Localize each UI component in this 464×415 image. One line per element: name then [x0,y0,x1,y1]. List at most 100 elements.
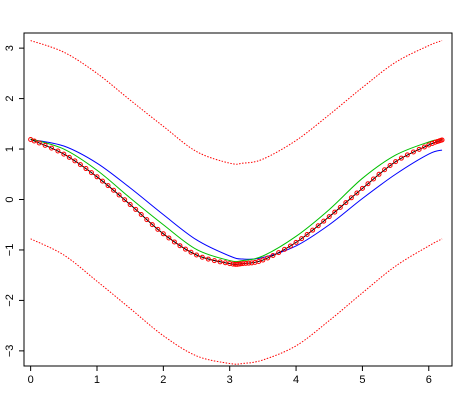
series-4-point [88,170,94,176]
series-4-point [227,261,233,267]
x-axis: 0 1 2 3 4 5 6 [28,366,432,386]
series-4-point [439,137,445,143]
series-4-point [315,223,321,229]
series-4-point [127,202,133,208]
x-tick-label: 4 [293,374,299,386]
series-4-point [370,176,376,182]
series-4-point [144,217,150,223]
series-4-point [55,148,61,154]
series-4-point [393,159,399,165]
series-4-point [429,140,435,146]
series-4-point [343,200,349,206]
x-tick-label: 5 [359,374,365,386]
series-4-point [222,260,228,266]
curves-layer [28,40,445,365]
series-4-point [155,226,161,232]
series-4-point [36,140,42,146]
series-4-point [365,181,371,187]
y-tick-label: 1 [4,146,16,152]
series-4-point [166,235,172,241]
series-4-point [332,209,338,215]
series-4-point [287,243,293,249]
series-4-point [387,163,393,169]
series-4-point [260,257,266,263]
series-4-point [276,250,282,256]
series-4-point [199,254,205,260]
series-4-point [116,192,122,198]
series-4-point [188,249,194,255]
y-tick-label: −2 [4,294,16,307]
series-4-point [133,206,139,212]
series-4-point [376,171,382,177]
series-4-point [77,162,83,168]
series-4-point [348,195,354,201]
x-tick-label: 6 [426,374,432,386]
series-4-point [171,239,177,245]
series-4-point [49,145,55,151]
series-4-point [299,236,305,242]
series-4-point [304,232,310,237]
series-4-point [61,151,67,157]
series-4-point [122,197,128,203]
series-4-point [398,155,404,161]
series-4-point [293,239,299,245]
series-4-point [83,166,89,172]
series-4-point [243,260,249,266]
series-1-line [30,138,443,260]
series-4-point [246,260,252,266]
y-tick-label: −1 [4,244,16,257]
series-4-point [265,255,271,261]
series-4-point [282,246,288,252]
series-4-point [432,139,438,145]
series-4-point [217,259,223,265]
series-4-point [326,214,332,220]
series-4-point [138,211,144,217]
y-tick-label: 3 [4,45,16,51]
series-4-point [211,258,217,264]
series-4-point [410,149,416,155]
series-4-point [42,142,48,148]
series-4-point [310,227,316,233]
series-6-line [30,238,443,365]
series-4-point [100,178,106,184]
series-4-point [182,246,188,252]
series-4-point [194,252,200,258]
series-4-point [149,222,155,228]
y-tick-label: −3 [4,345,16,358]
series-4-point [105,183,111,189]
series-4-point [337,204,343,210]
series-4-point [321,218,327,224]
series-4-point [232,261,238,267]
series-4-point [160,231,166,237]
y-tick-label: 0 [4,196,16,202]
series-4-point [238,261,244,267]
series-4-point [421,144,427,150]
series-4-point [66,154,72,160]
series-4-point [404,152,410,158]
series-4-point [270,253,276,258]
series-4-point [177,243,183,249]
x-tick-label: 3 [227,374,233,386]
series-4-point [256,258,262,264]
series-4-point [72,158,78,164]
series-4-point [240,261,246,267]
series-4-point [94,174,100,180]
series-4-point [249,260,255,266]
y-axis: −3 −2 −1 0 1 2 3 [4,45,24,357]
series-4-point [354,190,360,196]
series-3-line [30,139,443,265]
series-4-point [31,138,37,144]
series-4-point [416,146,422,152]
y-tick-label: 2 [4,96,16,102]
series-4-point [359,185,365,191]
plot-frame [23,32,453,367]
series-5-line [30,40,443,165]
series-2-line [30,138,443,263]
series-4-point [382,167,388,173]
x-tick-label: 0 [28,374,34,386]
x-tick-label: 2 [160,374,166,386]
series-4-point [111,187,117,193]
series-4-point [205,256,211,262]
x-tick-label: 1 [94,374,100,386]
